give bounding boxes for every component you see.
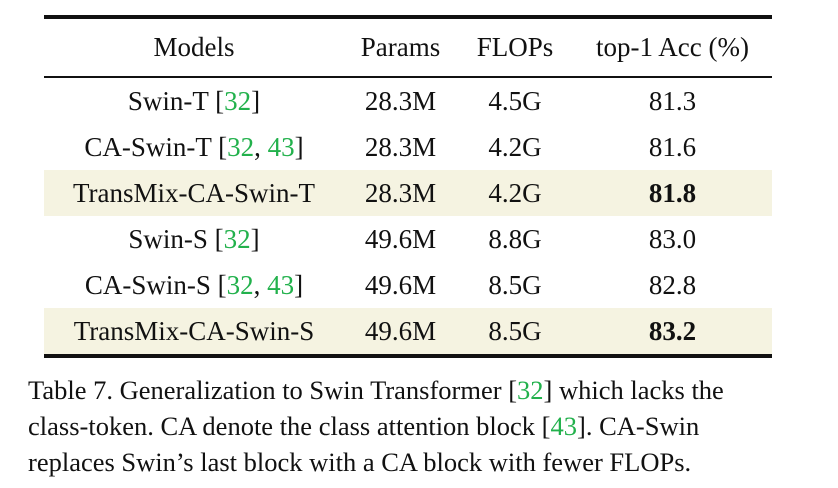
cell-model: CA-Swin-S [32, 43]: [44, 262, 344, 308]
model-name: TransMix-CA-Swin-S: [73, 315, 315, 346]
cell-params: 49.6M: [364, 223, 437, 254]
table-top-rule: [44, 15, 772, 19]
cell-flops: 8.8G: [488, 223, 542, 254]
model-name: CA-Swin-S: [84, 269, 211, 300]
cell-model: TransMix-CA-Swin-S: [44, 308, 344, 354]
citation-link[interactable]: 43: [550, 411, 578, 441]
model-name: Swin-S: [128, 223, 208, 254]
cell-params: 49.6M: [364, 269, 437, 300]
cell-top1-acc: 83.2: [573, 308, 772, 354]
table-row: CA-Swin-S [32, 43] 49.6M 8.5G 82.8: [44, 262, 772, 308]
citation-bracket-close: ]: [251, 85, 261, 116]
citation-bracket-open: [: [211, 131, 228, 162]
cell-top1-acc: 81.6: [648, 131, 697, 162]
cell-top1-acc: 82.8: [648, 269, 697, 300]
table-row: TransMix-CA-Swin-S 49.6M 8.5G 83.2: [44, 308, 772, 354]
cell-params: 28.3M: [364, 85, 437, 116]
cell-model: Swin-T [32]: [44, 78, 344, 124]
caption-line-3: replaces Swin’s last block with a CA blo…: [28, 447, 692, 477]
caption-text: ] which lacks the: [543, 375, 724, 405]
citation-bracket-open: [: [208, 85, 225, 116]
citation-separator: ,: [254, 131, 268, 162]
citation-bracket-open: [: [210, 269, 227, 300]
table-caption: Table 7. Generalization to Swin Transfor…: [28, 372, 818, 480]
header-params: Params: [360, 32, 441, 62]
citation-link[interactable]: 43: [267, 269, 295, 300]
results-table-body: Swin-T [32] 28.3M 4.5G 81.3 CA-Swin-T [32, 4…: [44, 78, 772, 354]
caption-text: Table 7. Generalization to Swin Transfor…: [28, 375, 518, 405]
caption-line-1: Table 7. Generalization to Swin Transfor…: [28, 372, 818, 408]
citation-link[interactable]: 32: [223, 223, 251, 254]
citation-link[interactable]: 32: [226, 269, 254, 300]
caption-text: class-token. CA denote the class attenti…: [28, 411, 551, 441]
cell-top1-acc: 81.3: [648, 85, 697, 116]
header-models: Models: [153, 32, 235, 62]
citation-bracket-close: ]: [294, 131, 304, 162]
table-row: TransMix-CA-Swin-T 28.3M 4.2G 81.8: [44, 170, 772, 216]
cell-flops: 8.5G: [457, 308, 573, 354]
citation-link[interactable]: 32: [224, 85, 252, 116]
table-bottom-rule: [44, 354, 772, 358]
cell-params: 49.6M: [344, 308, 457, 354]
cell-params: 28.3M: [344, 170, 457, 216]
cell-model: TransMix-CA-Swin-T: [44, 170, 344, 216]
citation-bracket-close: ]: [294, 269, 304, 300]
cell-model: CA-Swin-T [32, 43]: [44, 124, 344, 170]
table-row: CA-Swin-T [32, 43] 28.3M 4.2G 81.6: [44, 124, 772, 170]
citation-bracket-close: ]: [250, 223, 260, 254]
cell-params: 28.3M: [364, 131, 437, 162]
cell-top1-acc: 83.0: [648, 223, 697, 254]
cell-flops: 4.2G: [488, 131, 542, 162]
header-top1-acc: top-1 Acc (%): [596, 32, 749, 62]
cell-flops: 8.5G: [488, 269, 542, 300]
cell-model: Swin-S [32]: [44, 216, 344, 262]
header-flops: FLOPs: [476, 32, 554, 62]
model-name: CA-Swin-T: [84, 131, 212, 162]
citation-link[interactable]: 32: [227, 131, 255, 162]
table-header-row: Models Params FLOPs top-1 Acc (%): [44, 19, 772, 76]
cell-top1-acc: 81.8: [573, 170, 772, 216]
citation-link[interactable]: 43: [267, 131, 295, 162]
cell-flops: 4.2G: [457, 170, 573, 216]
table-header-rule: [44, 76, 772, 78]
cell-flops: 4.5G: [488, 85, 542, 116]
table-row: Swin-S [32] 49.6M 8.8G 83.0: [44, 216, 772, 262]
citation-link[interactable]: 32: [517, 375, 544, 405]
citation-bracket-open: [: [207, 223, 224, 254]
caption-text: ]. CA-Swin: [577, 411, 700, 441]
table-row: Swin-T [32] 28.3M 4.5G 81.3: [44, 78, 772, 124]
model-name: TransMix-CA-Swin-T: [72, 177, 316, 208]
results-table-grid: Models Params FLOPs top-1 Acc (%): [44, 19, 772, 76]
citation-separator: ,: [253, 269, 268, 300]
model-name: Swin-T: [127, 85, 209, 116]
results-table: Models Params FLOPs top-1 Acc (%) Swin-T…: [44, 15, 772, 358]
caption-line-2: class-token. CA denote the class attenti…: [28, 408, 818, 444]
